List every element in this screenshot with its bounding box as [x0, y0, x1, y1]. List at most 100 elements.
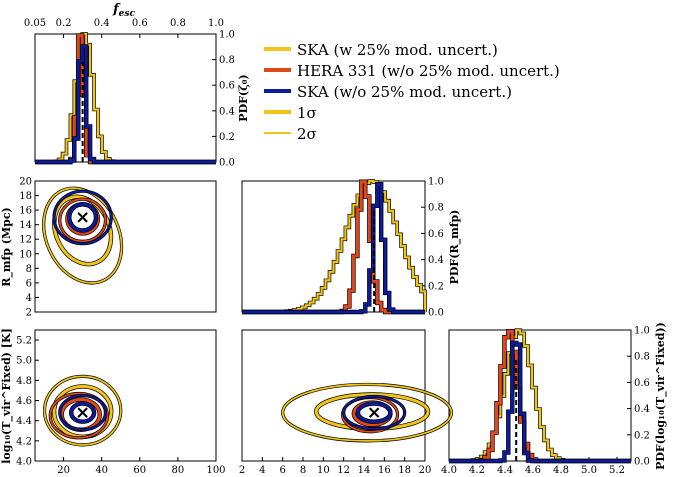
- y-tick-label: 1.0: [219, 30, 235, 41]
- y-tick-label: 5.2: [16, 336, 32, 347]
- panel-frame: [34, 33, 217, 163]
- legend-label-hera: HERA 331 (w/o 25% mod. uncert.): [297, 62, 560, 80]
- hist-ska-mod: [449, 329, 631, 463]
- y-tick-label: 0.8: [634, 352, 650, 363]
- y-tick-label: 0.8: [219, 55, 235, 66]
- panel-frame: [448, 329, 632, 462]
- panel-frame: [241, 180, 426, 313]
- panel-pdf-tvir: 0.0 0.2 0.4 0.6 0.8 1.0 4.0 4.2 4.4 4.6 4.8 5.0 5.2: [441, 326, 650, 477]
- y-tick-label: 0.6: [219, 81, 235, 92]
- x-tick-label: 4.0: [441, 465, 457, 476]
- y-tick-label: 0.0: [428, 308, 444, 319]
- y-tick-label: 0.4: [219, 106, 235, 117]
- y-tick-label: 4: [26, 293, 32, 304]
- truth-marker: [77, 407, 88, 418]
- panel-frame: [241, 329, 426, 462]
- hist-outline: [242, 179, 425, 315]
- hist-outline: [449, 340, 631, 464]
- x-tick-label: 8: [300, 465, 306, 476]
- hist-outline: [242, 179, 427, 314]
- y-tick-label: 0.6: [634, 378, 650, 389]
- y-tick-label: 0.8: [428, 203, 444, 214]
- contour-ska-1sigma: [67, 202, 98, 232]
- x-tick-label: 20: [57, 465, 70, 476]
- x-tick-label: 18: [398, 465, 411, 476]
- panel-contour-tvir-fesc: 4.0 4.2 4.4 4.6 4.8 5.0 5.2 20 40 60 80 100: [16, 329, 226, 476]
- y-tick-label: 8: [26, 264, 32, 275]
- panel-contour-rmfp-fesc: 2 4 6 8 10 12 14 16 18 20: [19, 177, 217, 319]
- x-tick-label: 100: [206, 465, 225, 476]
- y-tick-label: 6: [26, 278, 32, 289]
- contour-ska-2sigma: [342, 395, 406, 430]
- top-xlabel-sub: esc: [119, 9, 136, 19]
- contour-ska-mod-2sigma: [42, 187, 123, 284]
- y-tick-label: 5.0: [16, 356, 32, 367]
- contour-hera-2sigma: [49, 392, 109, 439]
- hist-ska-mod: [35, 33, 216, 164]
- hist-ska-mod: [242, 180, 427, 314]
- y-tick-label: 0.4: [634, 404, 650, 415]
- top-xlabel: fesc: [112, 2, 135, 19]
- x-tick-label: 0.6: [132, 18, 148, 29]
- x-tick-label: 80: [172, 465, 185, 476]
- x-tick-label: 4.4: [497, 465, 513, 476]
- y-tick-label: 0.0: [219, 158, 235, 169]
- y-tick-label: 0.2: [219, 132, 235, 143]
- contour-ska-1sigma: [69, 402, 96, 424]
- y-tick-label: 4.4: [16, 416, 32, 427]
- x-tick-label: 4.6: [525, 465, 541, 476]
- hist-ska: [242, 182, 425, 314]
- x-tick-label: 5.0: [581, 465, 597, 476]
- x-tick-label: 1.0: [208, 18, 224, 29]
- x-tick-label: 40: [95, 465, 108, 476]
- hist-ska: [35, 45, 216, 164]
- y-tick-label: 10: [19, 249, 32, 260]
- x-tick-label: 10: [317, 465, 330, 476]
- x-tick-label: 16: [378, 465, 391, 476]
- panel-contour-tvir-rmfp: 2 4 6 8 10 12 14 16 18 20: [239, 329, 454, 476]
- x-tick-label: 0.4: [94, 18, 110, 29]
- contour-hera-2sigma: [58, 198, 107, 243]
- contour-ska-mod-2sigma: [281, 383, 453, 442]
- y-tick-label: 4.2: [16, 436, 32, 447]
- panel-pdf-rmfp: 0.0 0.2 0.4 0.6 0.8 1.0: [241, 177, 444, 319]
- y-tick-label: 18: [19, 191, 32, 202]
- hist-hera: [449, 329, 631, 463]
- contour-ska-2sigma: [58, 394, 107, 431]
- y-tick-label: 14: [19, 220, 32, 231]
- y-tick-label: 0.2: [428, 281, 444, 292]
- x-tick-label: 20: [419, 465, 432, 476]
- y-tick-label: 1.0: [428, 177, 444, 188]
- ylabel-pdf-fesc: PDF(ζ₀): [237, 74, 250, 121]
- truth-marker: [77, 212, 88, 223]
- y-tick-label: 16: [19, 206, 32, 217]
- hist-outline: [242, 182, 425, 315]
- x-tick-label: 6: [279, 465, 285, 476]
- y-tick-label: 0.0: [634, 457, 650, 468]
- x-tick-label: 0.05: [24, 18, 46, 29]
- hist-outline: [449, 328, 631, 463]
- x-tick-label: 5.2: [609, 465, 625, 476]
- hist-outline: [35, 44, 216, 165]
- hist-hera: [35, 34, 216, 164]
- y-tick-label: 4.8: [16, 376, 32, 387]
- x-tick-label: 12: [337, 465, 350, 476]
- y-tick-label: 0.4: [428, 255, 444, 266]
- ylabel-rmfp: R_mfp (Mpc): [0, 207, 14, 287]
- hist-outline: [449, 329, 631, 464]
- ylabel-tvir: log₁₀(T_vir^Fixed) [K]: [0, 328, 14, 464]
- y-tick-label: 4.0: [16, 457, 32, 468]
- legend: SKA (w 25% mod. uncert.) HERA 331 (w/o 2…: [264, 41, 560, 143]
- contour-ska-2sigma: [53, 190, 113, 245]
- legend-label-1sigma: 1σ: [297, 104, 317, 122]
- y-tick-label: 2: [26, 308, 32, 319]
- contour-ska-mod-2sigma: [43, 375, 122, 446]
- hist-hera: [242, 180, 425, 314]
- x-tick-label: 4: [259, 465, 265, 476]
- y-tick-label: 20: [19, 177, 32, 188]
- contour-ska-1sigma: [356, 402, 392, 424]
- truth-marker: [368, 407, 380, 418]
- panel-pdf-fesc: 0.0 0.2 0.4 0.6 0.8 1.0 0.05 0.2 0.4 0.6 0.8 1.0: [24, 18, 235, 169]
- legend-label-ska: SKA (w/o 25% mod. uncert.): [297, 83, 512, 101]
